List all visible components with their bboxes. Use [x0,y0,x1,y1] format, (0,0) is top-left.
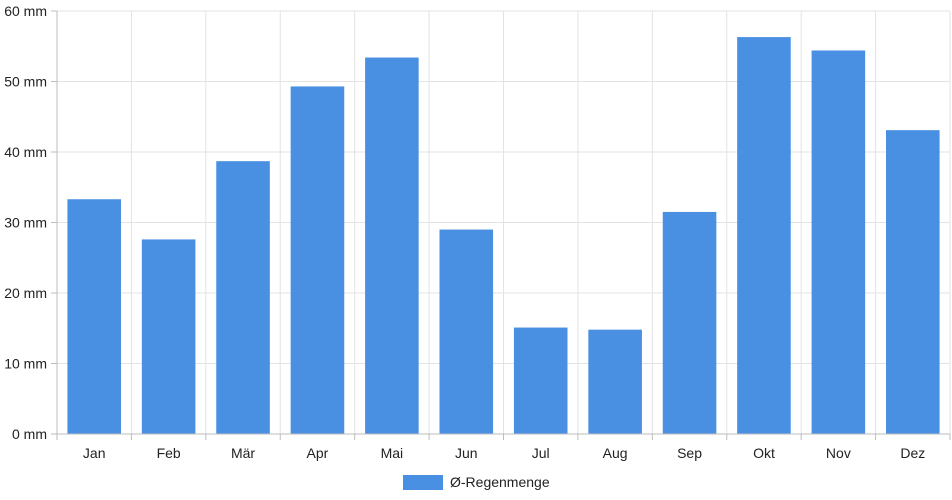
y-tick-label: 60 mm [4,3,47,19]
y-tick-label: 20 mm [4,285,47,301]
y-tick-label: 50 mm [4,74,47,90]
bar-jun[interactable] [439,229,494,434]
legend-swatch[interactable] [403,475,443,490]
y-tick-label: 30 mm [4,215,47,231]
bar-dez[interactable] [886,130,940,434]
bar-okt[interactable] [737,37,791,435]
bar-jul[interactable] [513,327,568,434]
x-tick-label: Jun [455,445,478,461]
x-tick-label: Apr [307,445,329,461]
bar-jan[interactable] [67,199,121,434]
x-tick-label: Okt [753,445,775,461]
bar-apr[interactable] [290,86,345,434]
grid-lines [56,10,951,434]
axes [51,10,951,440]
legend-label[interactable]: Ø-Regenmenge [450,474,550,490]
x-tick-label: Feb [157,445,181,461]
x-tick-label: Jul [532,445,550,461]
x-tick-label: Jan [83,445,106,461]
y-tick-label: 0 mm [12,426,47,442]
bars [67,37,940,435]
legend[interactable]: Ø-Regenmenge [403,474,550,490]
x-tick-label: Aug [603,445,628,461]
y-tick-label: 10 mm [4,356,47,372]
x-axis-tick-labels: Jan Feb Mär Apr Mai Jun Jul Aug Sep Okt Nov Dez [83,445,925,461]
bar-nov[interactable] [811,50,866,434]
bar-feb[interactable] [141,239,196,434]
y-tick-label: 40 mm [4,144,47,160]
x-tick-label: Dez [900,445,925,461]
bar-mai[interactable] [365,57,419,434]
x-tick-label: Sep [677,445,702,461]
x-tick-label: Mai [381,445,404,461]
y-axis-tick-labels: 0 mm 10 mm 20 mm 30 mm 40 mm 50 mm 60 mm [4,3,47,442]
x-tick-label: Nov [826,445,851,461]
bar-aug[interactable] [588,329,642,434]
bar-sep[interactable] [662,211,717,434]
bar-mär[interactable] [216,161,270,435]
x-tick-label: Mär [231,445,255,461]
